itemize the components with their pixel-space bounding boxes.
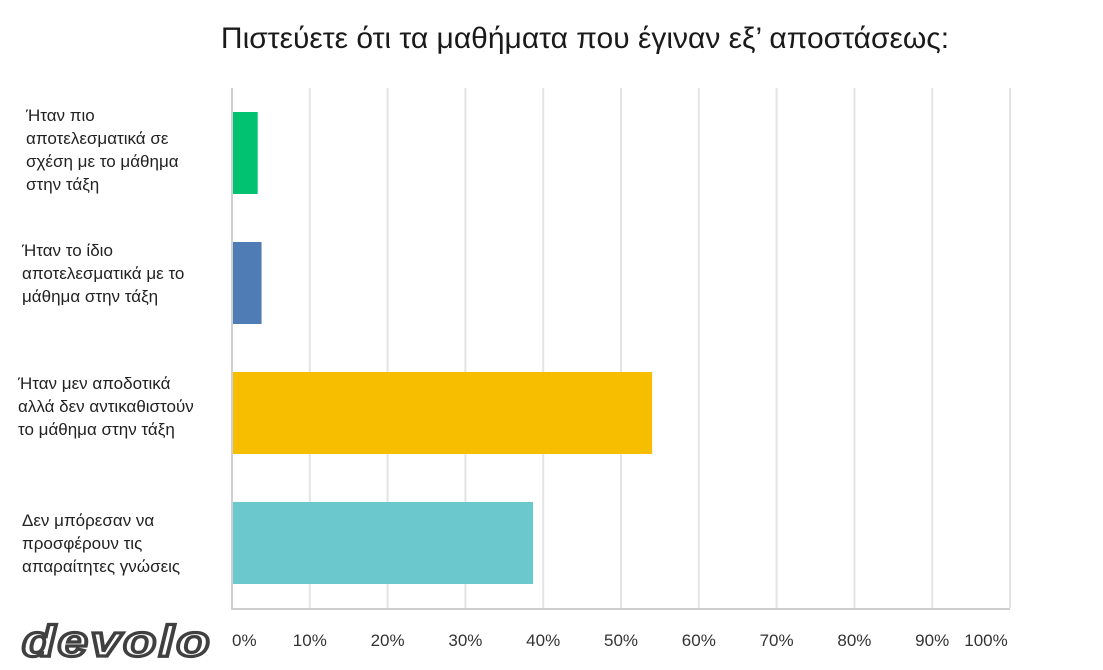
category-label-line: προσφέρουν τις <box>22 534 143 553</box>
x-tick-label: 30% <box>448 631 482 650</box>
x-tick-label: 60% <box>682 631 716 650</box>
category-label-3: Ήταν μεν αποδοτικά αλλά δεν αντικαθιστούν… <box>18 372 194 441</box>
category-label-line: αποτελεσματικά σε <box>26 129 169 148</box>
category-label-line: στην τάξη <box>26 175 100 194</box>
category-label-line: το μάθημα στην τάξη <box>18 420 175 439</box>
devolo-logo: devolo <box>20 620 212 664</box>
x-tick-label: 20% <box>371 631 405 650</box>
bar-2 <box>233 242 262 324</box>
x-tick-label: 0% <box>232 631 257 650</box>
category-label-line: Ήταν μεν αποδοτικά <box>18 374 171 393</box>
category-label-line: αλλά δεν αντικαθιστούν <box>18 397 194 416</box>
x-tick-label: 70% <box>760 631 794 650</box>
category-label-4: Δεν μπόρεσαν να προσφέρουν τις απαραίτητες… <box>22 509 180 578</box>
category-label-line: Δεν μπόρεσαν να <box>22 511 155 530</box>
chart-title: Πιστεύετε ότι τα μαθήματα που έγιναν εξ’… <box>220 22 950 55</box>
category-label-line: αποτελεσματικά με το <box>22 264 185 283</box>
logo-text: devolo <box>22 620 212 664</box>
category-label-line: απαραίτητες γνώσεις <box>22 557 181 576</box>
bar-4 <box>233 502 534 584</box>
x-tick-label: 100% <box>964 631 1007 650</box>
category-label-2: Ήταν το ίδιο αποτελεσματικά με το μάθημα σ… <box>22 239 184 308</box>
bar-3 <box>233 372 653 454</box>
category-label-line: μάθημα στην τάξη <box>22 287 159 306</box>
category-label-1: Ήταν πιο αποτελεσματικά σε σχέση με το μάθ… <box>26 104 179 196</box>
x-tick-label: 90% <box>915 631 949 650</box>
x-tick-label: 50% <box>604 631 638 650</box>
category-label-line: σχέση με το μάθημα <box>26 152 179 171</box>
x-tick-label: 10% <box>293 631 327 650</box>
category-label-line: Ήταν το ίδιο <box>22 241 113 260</box>
bar-1 <box>233 112 258 194</box>
x-tick-label: 80% <box>837 631 871 650</box>
category-label-line: Ήταν πιο <box>26 106 95 125</box>
x-tick-label: 40% <box>526 631 560 650</box>
